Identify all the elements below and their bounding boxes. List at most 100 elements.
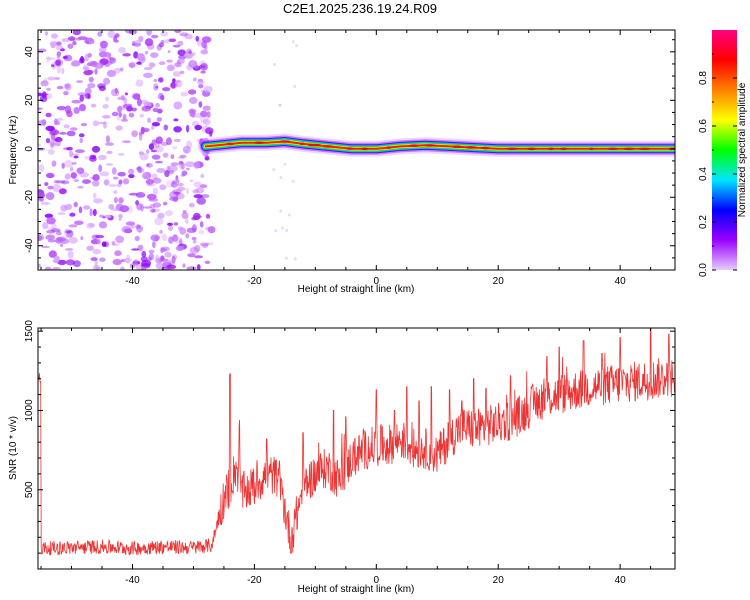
noise-blob	[56, 106, 67, 110]
noise-blob	[164, 210, 173, 217]
spectrogram-frame	[37, 29, 676, 271]
noise-blob	[123, 228, 132, 234]
y-tick-label: 40	[24, 46, 35, 58]
noise-blob	[144, 38, 154, 47]
noise-blob	[205, 127, 214, 135]
noise-blob	[112, 176, 119, 180]
noise-blob	[145, 50, 149, 55]
noise-blob	[91, 145, 101, 153]
noise-blob	[154, 217, 164, 226]
y-tick-label: -40	[24, 238, 35, 253]
noise-blob	[195, 35, 200, 42]
noise-blob	[173, 101, 183, 110]
noise-blob	[172, 146, 178, 150]
noise-blob	[172, 189, 182, 195]
noise-blob	[166, 59, 173, 63]
noise-blob	[155, 102, 160, 108]
noise-blob	[156, 117, 162, 122]
noise-blob	[61, 67, 65, 75]
noise-blob	[55, 139, 61, 147]
noise-blob	[51, 222, 57, 230]
noise-blob	[104, 96, 110, 102]
noise-blob	[46, 87, 51, 91]
noise-blob	[152, 177, 162, 184]
noise-blob	[189, 97, 198, 104]
noise-blob	[108, 184, 118, 187]
noise-blob	[173, 138, 181, 143]
noise-blob	[295, 44, 298, 48]
noise-blob	[154, 145, 164, 153]
noise-blob	[99, 171, 110, 177]
noise-blob	[92, 180, 100, 187]
noise-blob	[88, 223, 95, 227]
y-tick-label: 1000	[24, 399, 35, 422]
noise-blob	[152, 187, 158, 196]
noise-blob	[172, 78, 176, 83]
signal-peak	[548, 147, 555, 151]
noise-blob	[174, 236, 183, 244]
noise-blob	[102, 104, 109, 109]
noise-blob	[77, 92, 87, 97]
colorbar-tick-label: 0.0	[698, 263, 709, 277]
noise-blob	[287, 213, 291, 217]
noise-blob	[196, 264, 201, 270]
noise-blob	[111, 243, 120, 246]
noise-blob	[194, 244, 201, 252]
noise-blob	[41, 119, 47, 126]
noise-blob	[106, 69, 116, 77]
noise-blob	[143, 67, 153, 71]
noise-blob	[279, 176, 283, 180]
noise-blob	[131, 130, 138, 138]
x-tick-label: 0	[374, 276, 380, 287]
noise-blob	[38, 164, 45, 173]
y-tick-label: 1500	[24, 320, 35, 343]
noise-blob	[128, 112, 135, 118]
spectrogram-ticks: -40 -20 0 20 40 -40 -20 0 20 40	[24, 30, 675, 287]
signal-peak	[307, 143, 322, 147]
noise-blob	[185, 218, 189, 224]
noise-blob	[138, 55, 146, 64]
noise-blob	[46, 93, 53, 99]
noise-blob	[291, 179, 295, 183]
noise-blob	[60, 204, 68, 212]
noise-blob	[188, 108, 197, 114]
noise-blob	[104, 214, 112, 219]
signal-peak	[452, 145, 462, 148]
noise-blob	[79, 94, 85, 102]
noise-blob	[166, 64, 175, 72]
noise-blob	[188, 60, 198, 68]
noise-blob	[172, 234, 179, 242]
noise-blob	[147, 117, 152, 124]
noise-blob	[293, 257, 297, 261]
noise-blob	[51, 266, 61, 270]
y-tick-label: -20	[24, 190, 35, 205]
noise-blob	[273, 63, 276, 66]
noise-blob	[193, 212, 201, 221]
noise-blob	[136, 61, 142, 65]
noise-blob	[133, 40, 142, 48]
noise-blob	[72, 260, 81, 268]
noise-blob	[104, 51, 111, 58]
signal-peak	[253, 141, 265, 144]
noise-blob	[177, 40, 184, 46]
noise-blob	[132, 40, 136, 46]
noise-blob	[98, 85, 106, 91]
noise-blob	[172, 80, 181, 83]
noise-blob	[44, 266, 52, 270]
noise-blob	[117, 153, 125, 156]
noise-blob	[155, 161, 163, 164]
noise-blob	[88, 40, 95, 45]
noise-blob	[115, 125, 123, 131]
noise-blob	[66, 110, 73, 118]
noise-blob	[181, 170, 188, 176]
noise-blob	[68, 237, 78, 244]
noise-blob	[200, 60, 205, 66]
noise-blob	[138, 56, 146, 62]
noise-blob	[99, 214, 104, 218]
noise-blob	[79, 103, 86, 112]
noise-blob	[167, 50, 171, 53]
noise-blob	[146, 163, 150, 167]
noise-blob	[199, 64, 206, 69]
noise-blob	[55, 180, 66, 184]
noise-blob	[141, 259, 152, 267]
